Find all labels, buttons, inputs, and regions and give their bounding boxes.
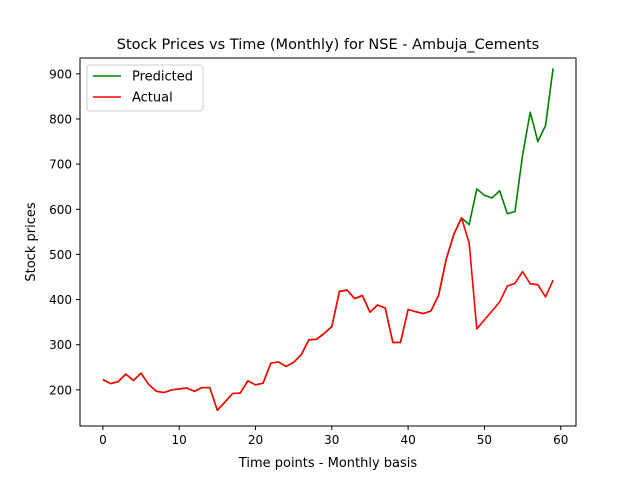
series-line-predicted — [102, 68, 554, 412]
y-tick-label: 200 — [49, 383, 72, 397]
x-axis-label: Time points - Monthly basis — [238, 456, 418, 471]
y-tick-label: 500 — [49, 248, 72, 262]
y-tick-label: 700 — [49, 158, 72, 172]
x-tick-label: 60 — [553, 433, 568, 447]
plot-lines — [102, 68, 554, 412]
y-tick-label: 300 — [49, 338, 72, 352]
y-tick-label: 400 — [49, 293, 72, 307]
x-tick-label: 50 — [477, 433, 492, 447]
legend-label-predicted: Predicted — [132, 70, 193, 85]
x-tick-label: 40 — [400, 433, 415, 447]
y-axis-ticks: 200 300 400 500 600 700 800 900 — [49, 67, 80, 397]
chart-title: Stock Prices vs Time (Monthly) for NSE -… — [117, 37, 539, 53]
y-axis-label: Stock prices — [24, 202, 39, 281]
legend: Predicted Actual — [86, 64, 204, 112]
y-tick-label: 800 — [49, 112, 72, 126]
x-tick-label: 20 — [248, 433, 263, 447]
x-tick-label: 10 — [172, 433, 187, 447]
series-line-actual — [102, 217, 554, 412]
y-tick-label: 600 — [49, 203, 72, 217]
y-tick-label: 900 — [49, 67, 72, 81]
x-axis-ticks: 0 10 20 30 40 50 60 — [99, 426, 568, 447]
x-tick-label: 0 — [99, 433, 107, 447]
plot-frame — [79, 57, 577, 427]
x-tick-label: 30 — [324, 433, 339, 447]
legend-label-actual: Actual — [132, 91, 173, 106]
